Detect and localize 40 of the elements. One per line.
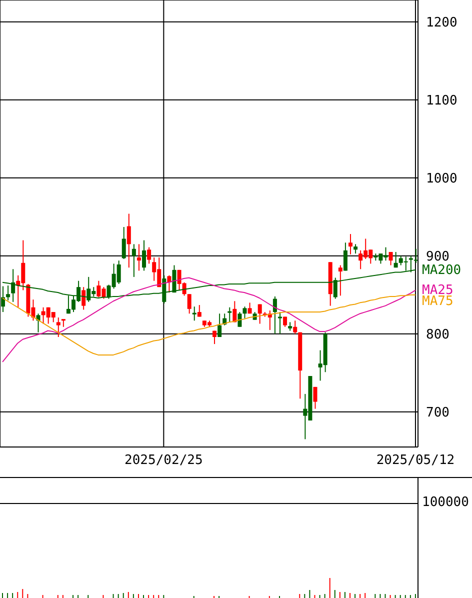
candlestick [278, 312, 282, 334]
candlestick [142, 240, 146, 272]
series-label: MA200 [422, 262, 462, 278]
candlestick [187, 294, 192, 314]
candlestick [388, 251, 393, 266]
text: 100000 [422, 495, 469, 510]
candlestick [354, 244, 358, 254]
candlestick [394, 251, 398, 268]
x-tick-label: 2025/02/25 [124, 453, 203, 468]
candlestick [82, 286, 86, 310]
candlestick [167, 274, 172, 294]
y-tick-label: 800 [426, 328, 450, 342]
candlestick [132, 244, 136, 278]
candlestick [348, 234, 352, 255]
candlestick [272, 296, 277, 334]
y-tick-label: 700 [426, 406, 450, 421]
y-tick-label: 1200 [426, 15, 458, 30]
y-tick-label: 900 [426, 249, 450, 264]
candlestick [258, 304, 262, 324]
candlestick [293, 320, 298, 334]
candlestick [313, 386, 318, 410]
candlestick [238, 312, 242, 328]
x-tick-label: 2025/05/12 [376, 453, 455, 468]
candlestick [228, 306, 232, 323]
candlestick [212, 330, 217, 345]
y-tick-label: 1000 [426, 171, 458, 186]
candlestick [136, 244, 141, 272]
candlestick [343, 242, 348, 272]
candlestick [338, 264, 342, 296]
y-tick-label: 1100 [426, 93, 458, 108]
line-series [2, 294, 416, 356]
candlestick [218, 313, 222, 338]
candlestick [147, 246, 152, 264]
candlestick [242, 306, 247, 319]
candlestick [192, 306, 196, 322]
candlestick [1, 286, 5, 313]
candlestick [122, 226, 126, 260]
candlestick [283, 316, 288, 328]
candlestick [126, 213, 131, 268]
candlestick [56, 317, 60, 338]
